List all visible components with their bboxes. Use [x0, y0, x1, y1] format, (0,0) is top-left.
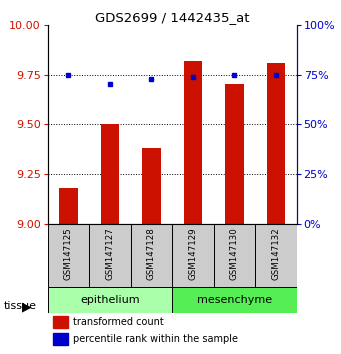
Text: GSM147125: GSM147125	[64, 227, 73, 280]
Bar	[53, 333, 68, 345]
Bar	[48, 287, 172, 313]
Text: percentile rank within the sample: percentile rank within the sample	[73, 334, 238, 344]
Text: mesenchyme: mesenchyme	[197, 295, 272, 305]
Bar	[172, 224, 214, 287]
Bar	[183, 61, 202, 224]
Bar	[101, 124, 119, 224]
Bar	[59, 188, 78, 224]
Bar	[48, 224, 89, 287]
Text: GSM147130: GSM147130	[230, 227, 239, 280]
Bar	[89, 224, 131, 287]
Title: GDS2699 / 1442435_at: GDS2699 / 1442435_at	[95, 11, 250, 24]
Text: GSM147128: GSM147128	[147, 227, 156, 280]
Text: ▶: ▶	[22, 301, 32, 314]
Bar	[214, 224, 255, 287]
Bar	[255, 224, 297, 287]
Bar	[131, 224, 172, 287]
Bar	[172, 287, 297, 313]
Bar	[267, 63, 285, 224]
Bar	[53, 316, 68, 328]
Text: GSM147129: GSM147129	[189, 227, 197, 280]
Text: transformed count: transformed count	[73, 317, 163, 327]
Text: epithelium: epithelium	[80, 295, 140, 305]
Bar	[225, 85, 244, 224]
Text: GSM147127: GSM147127	[105, 227, 115, 280]
Bar	[142, 148, 161, 224]
Text: tissue: tissue	[3, 301, 36, 311]
Text: GSM147132: GSM147132	[271, 227, 280, 280]
